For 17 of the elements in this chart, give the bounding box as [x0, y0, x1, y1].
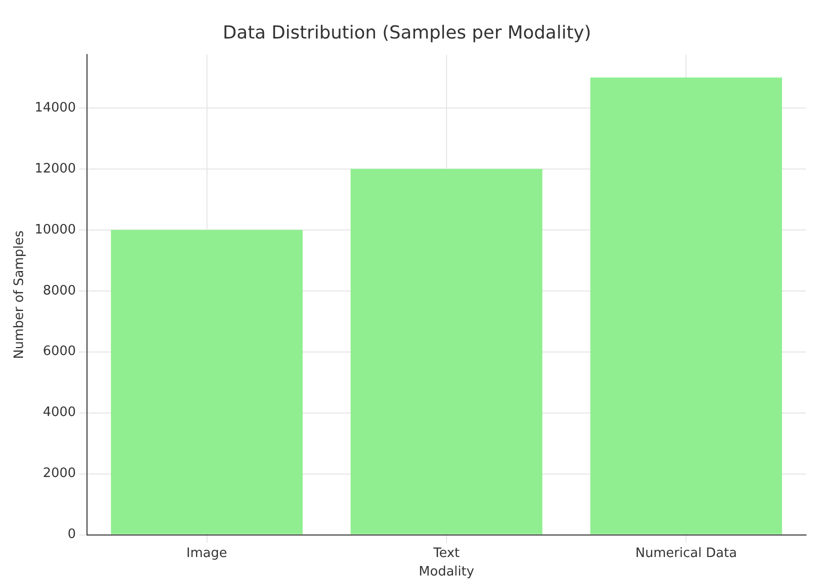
x-tick-label: Text — [432, 546, 460, 561]
x-axis-title: Modality — [418, 564, 474, 580]
x-tick-label: Image — [186, 546, 228, 561]
y-tick-label: 12000 — [34, 161, 76, 176]
y-tick-label: 10000 — [34, 222, 76, 238]
y-tick-label: 2000 — [42, 466, 76, 482]
y-tick-label: 0 — [68, 527, 76, 542]
chart-title: Data Distribution (Samples per Modality) — [222, 22, 592, 44]
bar — [590, 77, 782, 534]
bar — [350, 168, 542, 534]
y-tick-label: 14000 — [34, 100, 76, 116]
bar — [110, 230, 303, 534]
y-tick-label: 4000 — [42, 405, 76, 420]
y-tick-label: 8000 — [42, 283, 76, 298]
y-axis-title: Number of Samples — [12, 230, 28, 359]
x-tick-label: Numerical Data — [635, 546, 737, 561]
y-tick-label: 6000 — [42, 344, 76, 360]
